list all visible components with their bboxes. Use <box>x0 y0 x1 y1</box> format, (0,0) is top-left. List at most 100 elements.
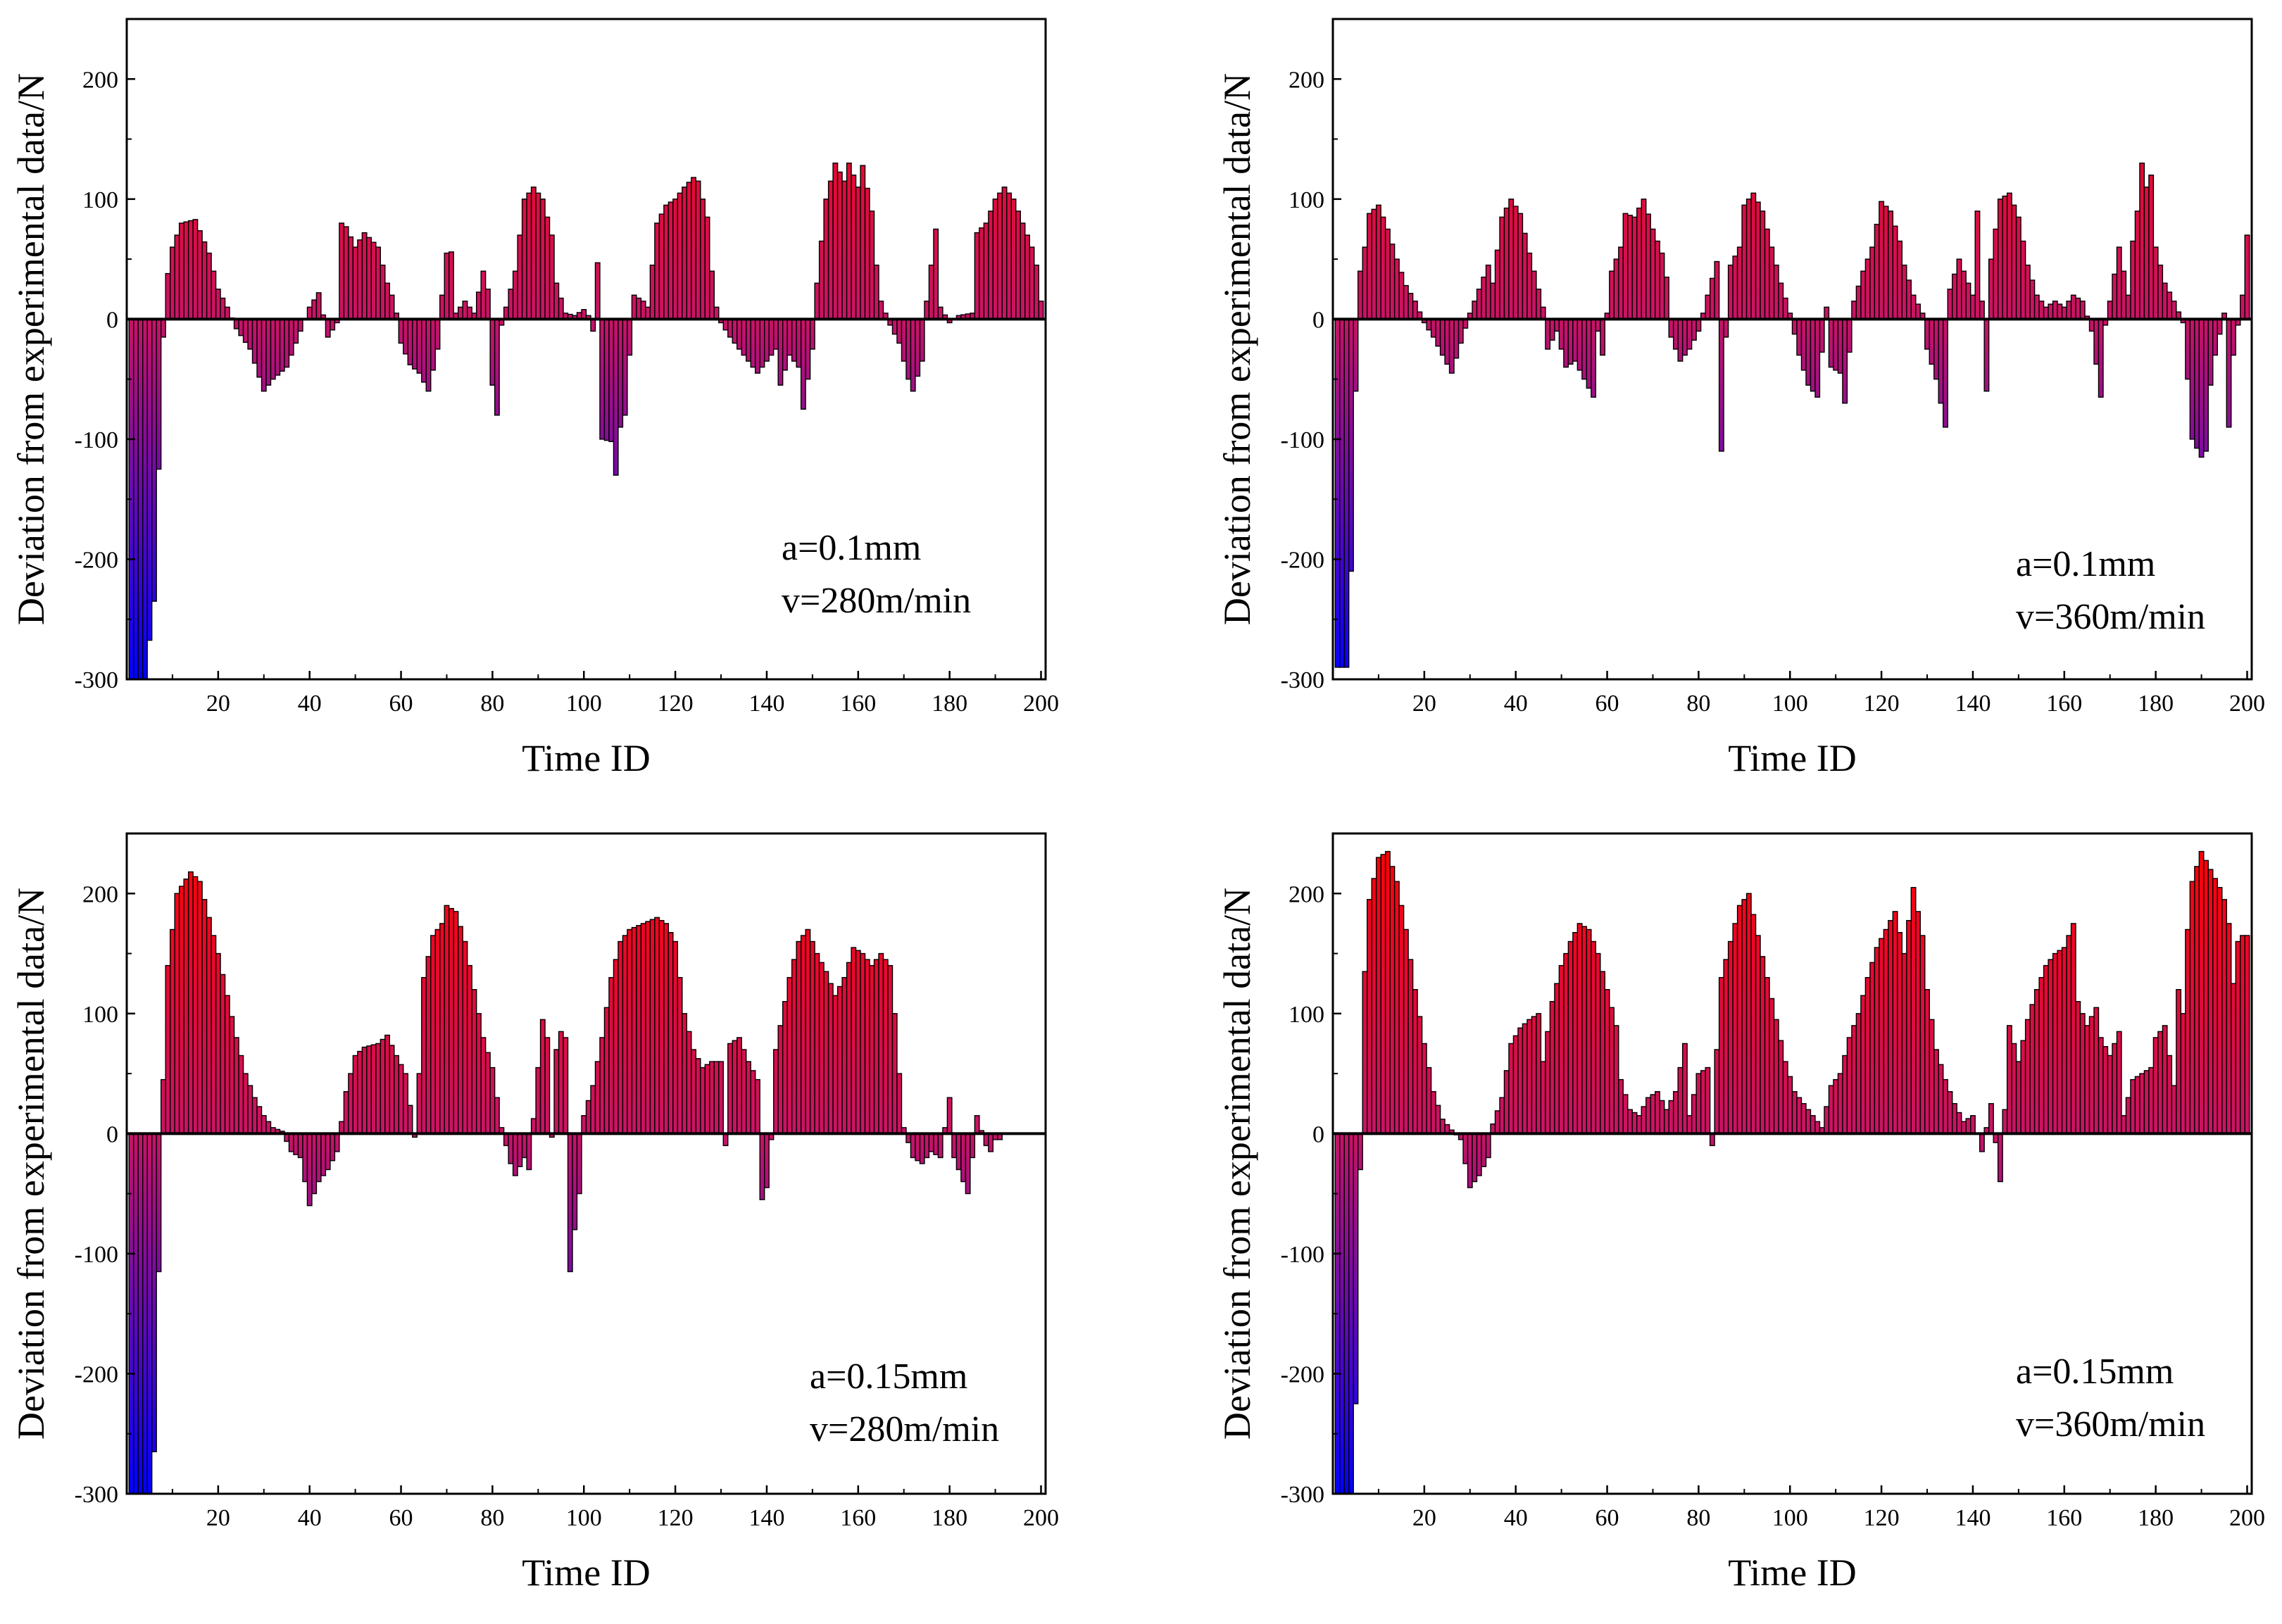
bar <box>764 318 770 362</box>
bar <box>1741 899 1748 1135</box>
bar <box>1384 850 1391 1135</box>
bar <box>2088 318 2095 332</box>
annotation-line: a=0.15mm <box>810 1357 967 1397</box>
bar <box>1517 1027 1524 1135</box>
bar <box>2244 935 2250 1135</box>
bar <box>2198 318 2205 458</box>
chart-panel-top-right: -300 -200 -100 0 100 200 20 40 60 80 100 120 140 160 1… <box>1216 18 2265 779</box>
bar <box>686 1031 692 1135</box>
bar <box>1952 273 1957 320</box>
annotation-line: v=360m/min <box>2016 597 2205 637</box>
bar <box>2048 959 2054 1135</box>
bar <box>672 199 679 320</box>
x-tick-label: 60 <box>1595 691 1619 717</box>
bar <box>1943 318 1948 428</box>
annotation-line: a=0.1mm <box>2016 544 2155 584</box>
bar <box>2024 264 2031 320</box>
bar <box>1933 318 1939 380</box>
bar <box>864 959 870 1135</box>
bar <box>1741 204 1748 320</box>
bar <box>836 171 843 320</box>
bar <box>1938 1064 1944 1135</box>
x-tick-label: 80 <box>1686 1505 1710 1531</box>
bar <box>1879 201 1885 320</box>
bar <box>1664 276 1669 320</box>
bar <box>983 222 989 320</box>
bar <box>1512 1035 1519 1135</box>
bar <box>1600 318 1605 356</box>
bar <box>1997 1133 2003 1183</box>
bar <box>2194 318 2200 449</box>
bar <box>1508 199 1515 320</box>
x-tick-label: 80 <box>480 691 504 717</box>
bar <box>1563 318 1569 368</box>
bar <box>2084 1025 2090 1135</box>
bar <box>1888 919 1894 1135</box>
bar <box>2121 270 2127 320</box>
bar <box>1983 318 1990 392</box>
bar <box>1760 956 1766 1135</box>
bar <box>293 318 299 344</box>
bar <box>1531 270 1537 320</box>
bar <box>722 1133 729 1147</box>
bar <box>1736 905 1743 1135</box>
bar <box>704 216 710 320</box>
bar <box>1439 1119 1446 1135</box>
x-tick-label: 160 <box>840 1505 876 1531</box>
bar <box>1846 1037 1852 1135</box>
bar <box>2029 1004 2036 1135</box>
x-tick-label: 180 <box>932 1505 967 1531</box>
bar <box>1554 318 1560 332</box>
bar <box>2162 1025 2168 1135</box>
y-tick-label: -300 <box>1281 1482 1324 1508</box>
bar <box>2134 210 2140 320</box>
x-tick-label: 200 <box>2229 1505 2265 1531</box>
bar <box>178 222 184 320</box>
bar <box>1020 222 1026 320</box>
bar <box>983 1133 989 1147</box>
bar <box>261 1115 267 1135</box>
bar <box>2157 1031 2164 1135</box>
bar <box>2038 976 2045 1135</box>
bar <box>772 318 779 350</box>
bar <box>1659 252 1665 320</box>
bar <box>233 318 239 329</box>
bar <box>2134 1076 2140 1135</box>
bar <box>814 952 820 1135</box>
bar <box>2002 195 2008 320</box>
bar <box>878 952 884 1135</box>
bar <box>1362 971 1368 1135</box>
x-tick-label: 180 <box>2138 1505 2174 1531</box>
bar <box>558 1031 564 1135</box>
y-tick-label: 200 <box>1289 881 1324 907</box>
bar <box>1554 983 1560 1135</box>
bar <box>2226 923 2232 1135</box>
bar <box>1576 318 1583 371</box>
bar <box>1581 318 1588 380</box>
bar <box>563 1037 569 1135</box>
bar <box>133 318 139 679</box>
bar <box>220 974 226 1135</box>
annotation-line: a=0.15mm <box>2016 1352 2174 1392</box>
y-tick-label: -200 <box>75 1361 118 1387</box>
bar <box>247 1085 253 1135</box>
plot-frame <box>1331 18 2253 681</box>
bar <box>1586 929 1592 1135</box>
bar <box>398 1064 404 1135</box>
bar <box>183 879 189 1135</box>
bar <box>915 318 921 377</box>
bar <box>700 199 706 320</box>
bar <box>855 187 861 320</box>
bar <box>1339 318 1345 668</box>
bar <box>357 1050 363 1135</box>
bar <box>558 297 564 320</box>
y-tick-label: -100 <box>1281 427 1324 453</box>
bar <box>1727 264 1734 320</box>
bar <box>627 318 633 356</box>
bar <box>306 306 313 320</box>
bar <box>1408 293 1414 320</box>
bar <box>1879 938 1885 1135</box>
bar <box>1860 995 1867 1135</box>
bar <box>727 318 733 338</box>
bar <box>403 1073 408 1135</box>
